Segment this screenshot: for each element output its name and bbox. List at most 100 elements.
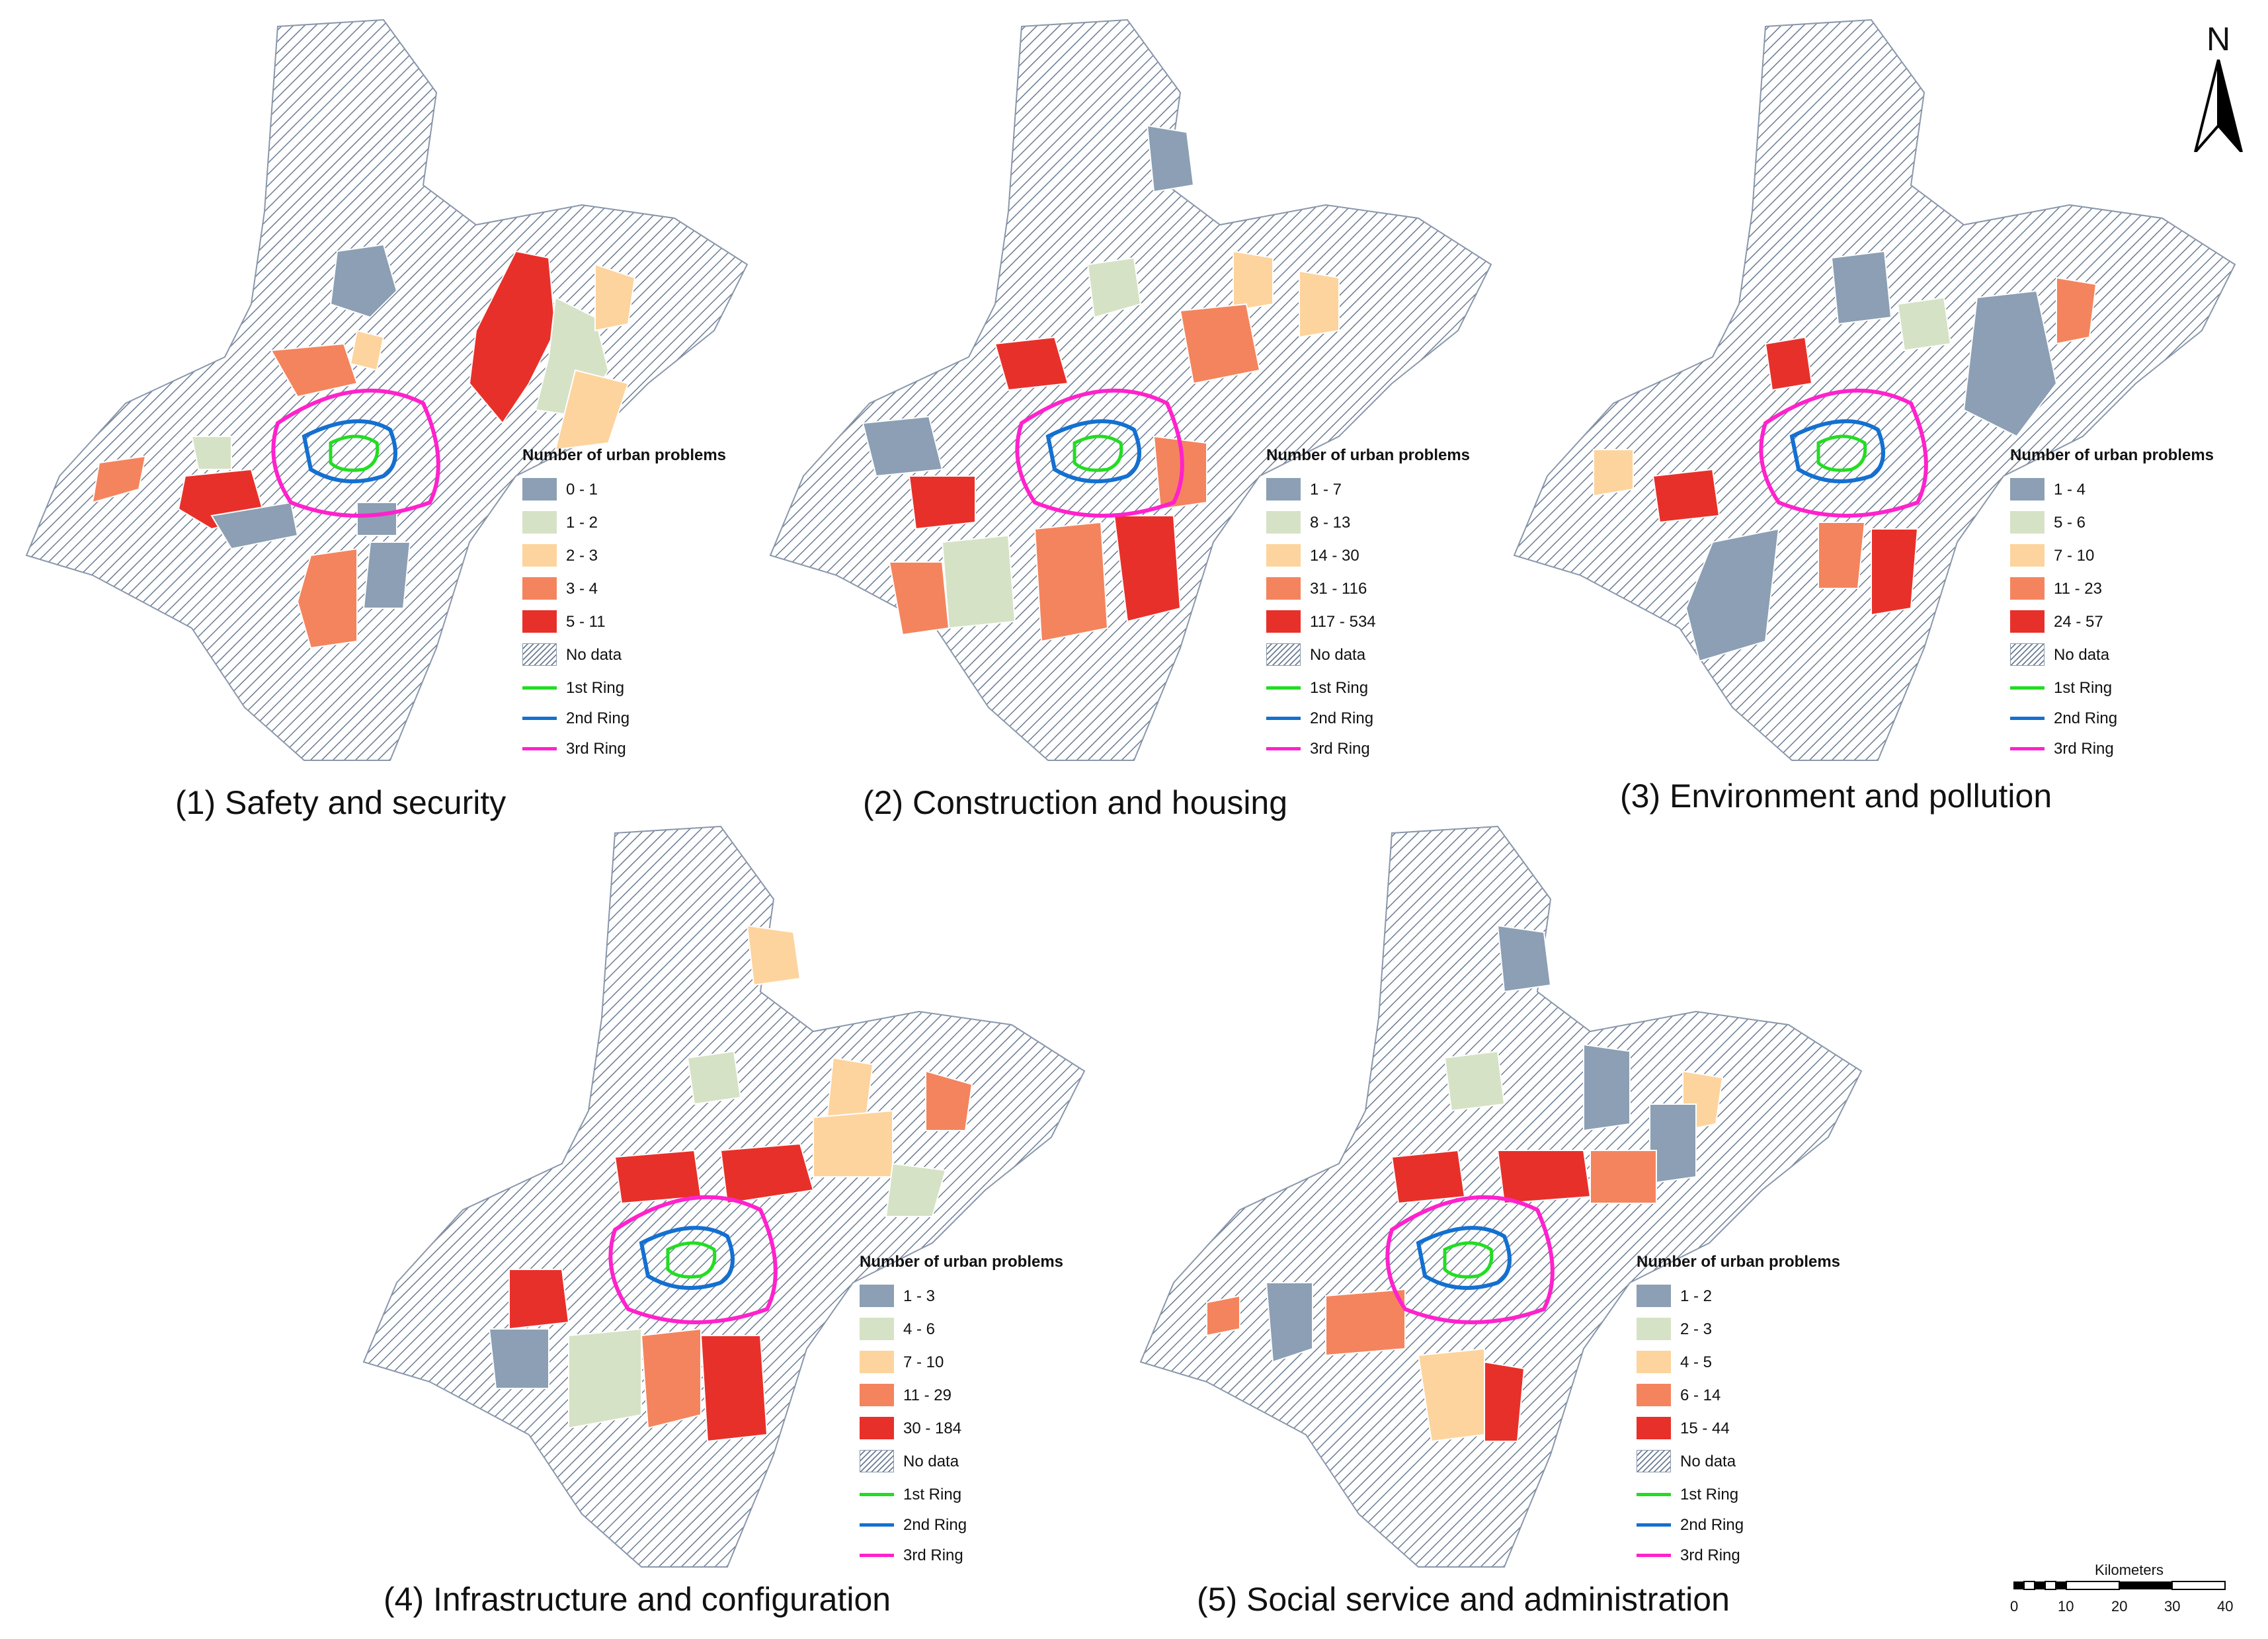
legend-class-2: 4 - 6 [860, 1314, 1111, 1347]
panel-caption: (3) Environment and pollution [1620, 778, 2052, 815]
ring-label: 1st Ring [2054, 679, 2113, 697]
district-map [769, 19, 1492, 761]
third-ring [271, 388, 440, 518]
region-10 [1818, 522, 1866, 589]
legend-class-5: 117 - 534 [1266, 606, 1518, 639]
legend-class-4: 11 - 29 [860, 1380, 1111, 1413]
region-7 [813, 1109, 893, 1178]
ring-label: 1st Ring [566, 679, 625, 697]
legend-title: Number of urban problems [2010, 446, 2214, 464]
legend-ring-3: 3rd Ring [860, 1540, 1111, 1570]
legend-class-label: 7 - 10 [2054, 547, 2095, 565]
north-arrow: N [2189, 20, 2248, 152]
second-ring [1045, 419, 1141, 483]
third-ring [608, 1195, 778, 1324]
legend-class-1: 1 - 7 [1266, 474, 1518, 507]
region-2 [468, 250, 557, 424]
region-5 [614, 1149, 702, 1205]
region-8 [1590, 1150, 1657, 1204]
map-panel-1: Number of urban problems 0 - 1 1 - 2 2 -… [13, 13, 774, 826]
legend-ring-1: 1st Ring [1266, 672, 1518, 703]
legend-class-label: 15 - 44 [1680, 1419, 1730, 1437]
ring-label: 3rd Ring [2054, 740, 2114, 758]
legend-class-3: 7 - 10 [2010, 540, 2261, 573]
region-12 [888, 561, 950, 636]
ring-label: 1st Ring [1310, 679, 1369, 697]
legend-title: Number of urban problems [1637, 1253, 1841, 1271]
no-data-label: No data [1310, 646, 1366, 664]
legend-title: Number of urban problems [860, 1253, 1064, 1271]
region-4 [1896, 296, 1952, 352]
region-7 [1593, 449, 1634, 497]
legend: Number of urban problems 1 - 2 2 - 3 4 -… [1637, 1253, 1888, 1570]
scale-tick: 40 [2217, 1598, 2234, 1615]
region-10 [190, 436, 232, 470]
region-13 [700, 1335, 768, 1443]
first-ring [329, 434, 380, 472]
region-6 [1652, 468, 1721, 524]
legend-class-5: 15 - 44 [1637, 1413, 1888, 1446]
no-data-label: No data [2054, 646, 2110, 664]
legend-ring-1: 1st Ring [2010, 672, 2261, 703]
panel-caption: (4) Infrastructure and configuration [384, 1581, 891, 1618]
legend: Number of urban problems 1 - 4 5 - 6 7 -… [2010, 446, 2261, 764]
legend-class-1: 1 - 2 [1637, 1281, 1888, 1314]
no-data-label: No data [903, 1453, 959, 1470]
region-6 [994, 336, 1069, 391]
north-label: N [2206, 20, 2231, 58]
legend-ring-1: 1st Ring [522, 672, 774, 703]
ring-label: 2nd Ring [566, 709, 630, 727]
legend-ring-2: 2nd Ring [2010, 703, 2261, 733]
first-ring [1816, 434, 1867, 472]
third-ring [1759, 388, 1928, 518]
legend-class-5: 5 - 11 [522, 606, 774, 639]
legend-class-2: 2 - 3 [1637, 1314, 1888, 1347]
region-8 [908, 475, 976, 530]
legend-class-label: 30 - 184 [903, 1419, 962, 1437]
region-4 [1299, 270, 1340, 339]
legend-title: Number of urban problems [522, 446, 727, 464]
legend-class-3: 14 - 30 [1266, 540, 1518, 573]
legend-class-label: 11 - 29 [903, 1386, 952, 1404]
region-3 [1583, 1043, 1631, 1132]
region-9 [508, 1269, 570, 1330]
region-11 [568, 1328, 642, 1429]
ring-label: 1st Ring [1680, 1486, 1739, 1503]
first-ring [1443, 1241, 1494, 1279]
region-12 [362, 541, 411, 609]
district-map [25, 19, 749, 761]
second-ring [1416, 1226, 1512, 1290]
legend-class-label: 6 - 14 [1680, 1386, 1721, 1404]
region-13 [296, 547, 358, 649]
region-9 [1113, 515, 1182, 623]
region-1 [1830, 250, 1892, 325]
map-panel-2: Number of urban problems 1 - 7 8 - 13 14… [757, 13, 1518, 826]
region-7 [349, 329, 385, 372]
ring-label: 3rd Ring [903, 1546, 963, 1564]
legend-class-label: 31 - 116 [1310, 580, 1367, 598]
region-11 [941, 534, 1016, 629]
legend-class-label: 2 - 3 [1680, 1320, 1713, 1338]
region-4 [594, 263, 636, 332]
legend-class-label: 1 - 2 [1680, 1287, 1713, 1305]
legend-class-4: 11 - 23 [2010, 573, 2261, 606]
ring-label: 3rd Ring [566, 740, 626, 758]
legend-no-data: No data [1266, 639, 1518, 672]
legend-class-label: 0 - 1 [566, 481, 598, 499]
district-map [362, 825, 1086, 1568]
ring-label: 1st Ring [903, 1486, 962, 1503]
region-6 [719, 1142, 815, 1205]
region-14 [356, 502, 397, 536]
region-1 [329, 243, 398, 319]
first-ring [666, 1241, 717, 1279]
legend-ring-3: 3rd Ring [2010, 733, 2261, 764]
second-ring [302, 419, 397, 483]
legend: Number of urban problems 1 - 3 4 - 6 7 -… [860, 1253, 1111, 1570]
legend-class-label: 24 - 57 [2054, 613, 2103, 631]
scale-tick: 10 [2058, 1598, 2074, 1615]
legend-class-label: 5 - 11 [566, 613, 606, 631]
legend-no-data: No data [1637, 1446, 1888, 1479]
scale-tick: 30 [2164, 1598, 2181, 1615]
legend-class-label: 4 - 6 [903, 1320, 936, 1338]
region-1 [746, 924, 801, 986]
